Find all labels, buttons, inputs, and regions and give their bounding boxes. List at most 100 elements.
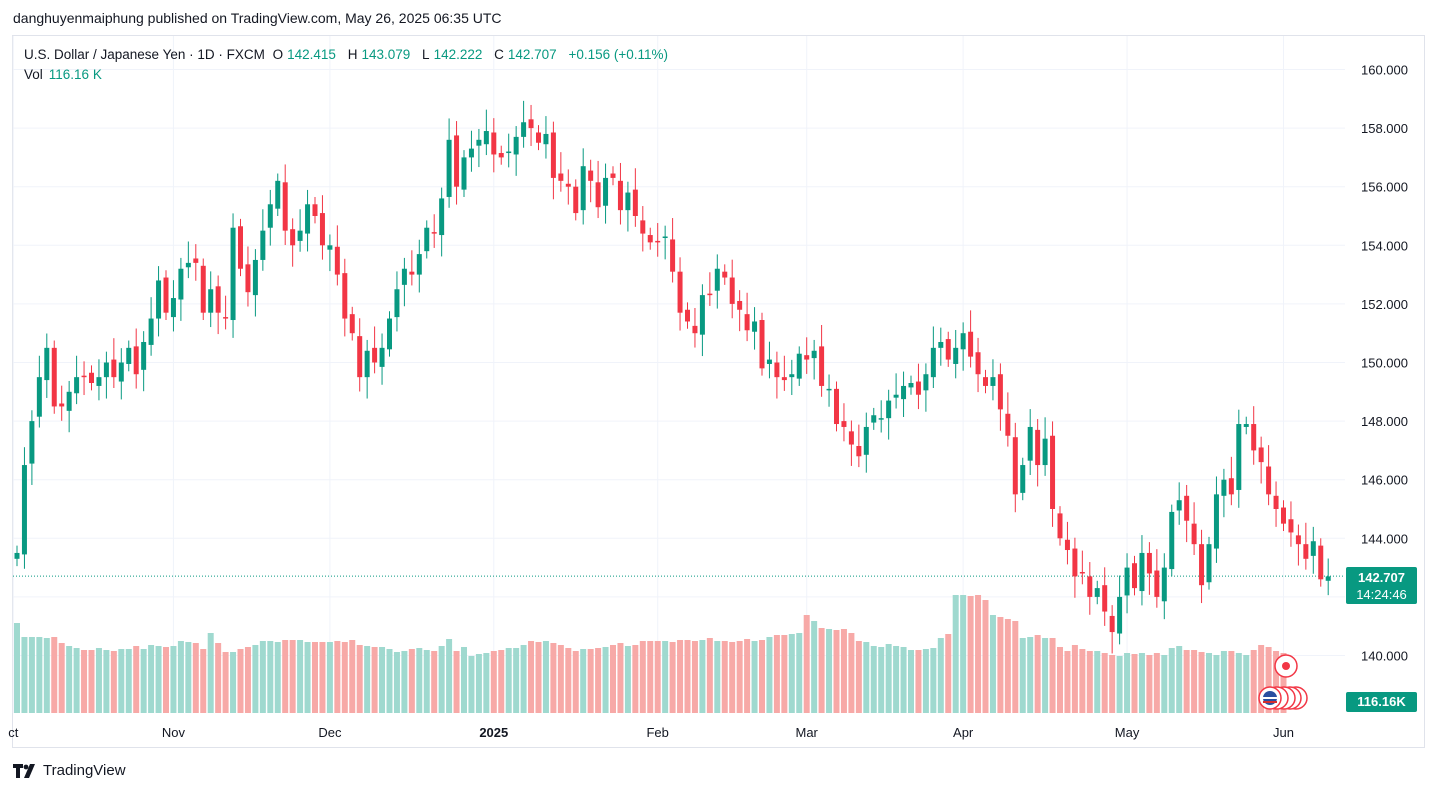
candle-body: [990, 377, 996, 386]
time-tick-label: Apr: [953, 725, 974, 740]
volume-bar: [952, 595, 959, 713]
candle-body: [1146, 552, 1152, 574]
candle-body: [178, 268, 184, 300]
candle: [871, 407, 877, 430]
candle-body: [811, 350, 817, 359]
candle-body: [617, 180, 623, 211]
volume-bar: [1049, 638, 1056, 713]
candle: [223, 295, 229, 330]
volume-bar: [43, 638, 50, 713]
candle: [848, 420, 854, 466]
candle: [312, 196, 318, 224]
volume-bar: [1198, 652, 1205, 713]
volume-bar: [1280, 653, 1287, 713]
volume-bar: [1131, 654, 1138, 713]
candle: [1266, 445, 1272, 506]
volume-bar: [58, 643, 65, 713]
volume-bar: [192, 643, 199, 713]
volume-bar: [624, 646, 631, 713]
volume-bar: [133, 646, 140, 713]
author-name[interactable]: danghuyenmaiphung: [13, 10, 144, 26]
candle-body: [595, 182, 601, 208]
candle: [766, 341, 772, 379]
candle-body: [1079, 571, 1085, 574]
candle-body: [1184, 495, 1190, 521]
candle: [1005, 392, 1011, 447]
candle-body: [588, 170, 594, 181]
candle-body: [1087, 576, 1093, 597]
candle: [349, 306, 355, 341]
volume-bar: [222, 652, 229, 713]
candle-body: [558, 173, 564, 181]
candle-body: [379, 347, 385, 367]
candle: [640, 206, 646, 252]
volume-bar: [1034, 635, 1041, 713]
symbol-title[interactable]: U.S. Dollar / Japanese Yen · 1D · FXCM: [24, 47, 265, 62]
candle: [1184, 484, 1190, 543]
candle: [252, 249, 258, 317]
candle: [208, 271, 214, 328]
volume-bar: [446, 639, 453, 713]
time-tick-label: Feb: [646, 725, 668, 740]
volume-bar: [356, 645, 363, 713]
candle-body: [699, 295, 705, 335]
candle-body: [625, 192, 631, 211]
price-tick-label: 158.000: [1361, 121, 1408, 136]
volume-bar: [475, 654, 482, 713]
candle: [595, 160, 601, 219]
tradingview-brand[interactable]: TradingView: [13, 762, 126, 779]
volume-bar: [304, 642, 311, 713]
candle-body: [1266, 466, 1272, 495]
volume-bar: [1273, 651, 1280, 713]
candle: [416, 239, 422, 293]
volume-bar: [408, 649, 415, 713]
candle: [1117, 575, 1123, 645]
volume-bar: [855, 641, 862, 713]
volume-bar: [587, 649, 594, 713]
volume-bar: [617, 643, 624, 713]
candle: [1206, 536, 1212, 590]
candle-body: [983, 377, 988, 386]
candle-body: [1243, 424, 1249, 427]
candle: [953, 329, 959, 379]
candle-body: [975, 352, 981, 375]
volume-bar: [393, 652, 400, 713]
candle: [1154, 549, 1160, 608]
chart-grid: [12, 36, 1345, 713]
candle-body: [848, 431, 854, 445]
candle-body: [170, 298, 176, 318]
candle: [364, 339, 370, 399]
volume-bar: [922, 649, 929, 713]
volume-bar: [520, 645, 527, 713]
volume-bar: [691, 641, 698, 713]
volume-bar: [647, 641, 654, 713]
candle: [543, 116, 549, 159]
candle-body: [476, 139, 482, 146]
candle-body: [483, 131, 489, 145]
chart-frame: [12, 35, 1425, 748]
candle: [1199, 529, 1205, 604]
candle-body: [111, 359, 117, 378]
candle-body: [1094, 588, 1100, 597]
time-tick-label: 2025: [479, 725, 508, 740]
volume-bar: [1168, 648, 1175, 713]
candle: [1109, 605, 1115, 654]
candle: [744, 292, 750, 342]
candle-body: [886, 400, 892, 419]
volume-bar: [937, 638, 944, 713]
candle: [1042, 417, 1048, 476]
candle-body: [826, 388, 832, 391]
candle-body: [275, 180, 281, 209]
volume-bar: [595, 648, 602, 713]
brand-name: TradingView: [43, 762, 126, 779]
price-tick-label: 148.000: [1361, 414, 1408, 429]
volume-bar: [483, 653, 490, 713]
candle: [945, 331, 951, 367]
candle-body: [1199, 544, 1205, 586]
candle-body: [223, 317, 229, 319]
volume-bar: [1206, 653, 1212, 713]
candle-body: [1325, 576, 1331, 581]
candle: [1087, 562, 1093, 615]
candle-body: [342, 273, 348, 319]
